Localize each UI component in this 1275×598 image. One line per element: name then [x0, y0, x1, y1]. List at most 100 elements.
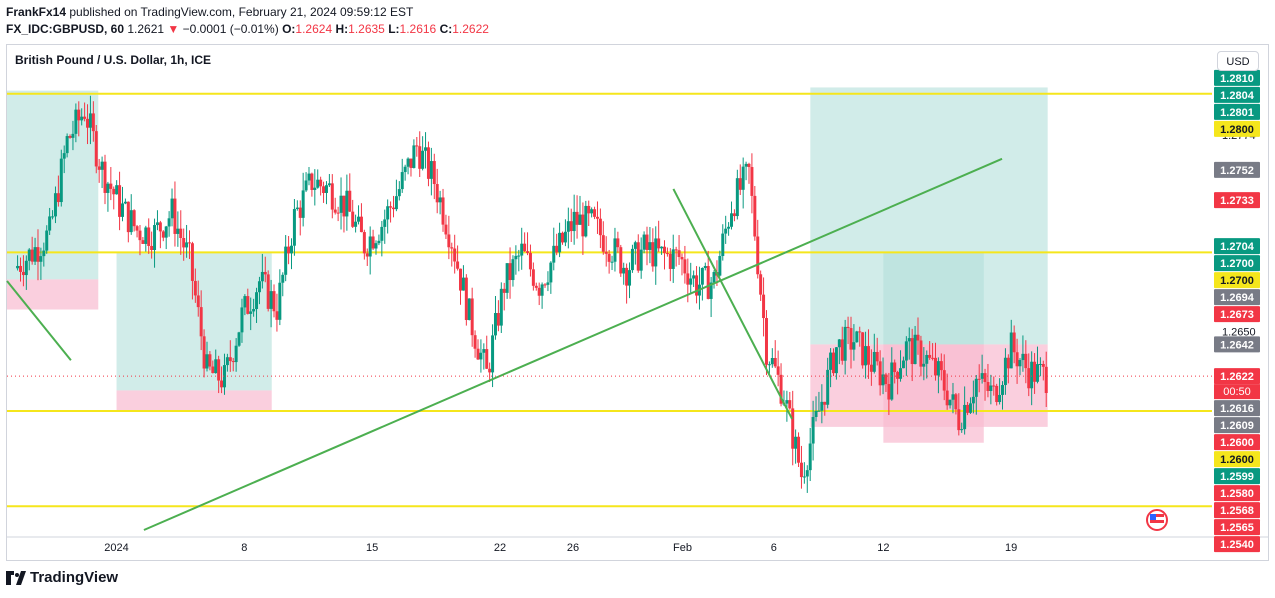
- price-label-bg: [1214, 161, 1260, 178]
- target-zone: [7, 90, 99, 280]
- candle-body: [759, 274, 763, 295]
- candle-body: [158, 222, 162, 232]
- candle-body: [849, 328, 853, 350]
- candle-body: [797, 436, 801, 463]
- candle-body: [566, 221, 570, 232]
- candle-body: [660, 246, 664, 249]
- candle-body: [359, 216, 363, 233]
- candle-body: [572, 211, 576, 232]
- candle-body: [324, 185, 328, 193]
- candle-body: [266, 274, 270, 309]
- price-label-bg: [1214, 536, 1260, 553]
- candle-body: [595, 216, 599, 219]
- chart-pane[interactable]: [6, 44, 1269, 561]
- candle-body: [832, 352, 836, 374]
- candle-body: [496, 313, 500, 326]
- candle-body: [185, 242, 189, 248]
- high-label: H:: [335, 22, 349, 36]
- candle-body: [689, 278, 693, 285]
- candle-body: [878, 361, 882, 386]
- candle-body: [418, 146, 422, 169]
- candle-body: [995, 385, 999, 403]
- candle-body: [120, 203, 124, 217]
- price-label-text: 1.2565: [1220, 522, 1254, 534]
- candle-body: [916, 334, 920, 341]
- candle-body: [27, 249, 31, 261]
- candle-body: [887, 384, 891, 400]
- candle-body: [657, 238, 661, 249]
- stop-zone: [7, 279, 99, 310]
- stop-zone: [116, 390, 272, 412]
- candle-body: [129, 210, 133, 233]
- price-label-text: 1.2733: [1220, 195, 1254, 207]
- candle-body: [447, 234, 451, 248]
- candle-body: [820, 401, 824, 411]
- candle-body: [695, 275, 699, 296]
- candle-body: [126, 201, 130, 233]
- candle-body: [1030, 361, 1034, 389]
- candle-body: [1035, 364, 1039, 382]
- candle-body: [517, 255, 521, 257]
- candle-body: [957, 409, 961, 431]
- candle-body: [724, 228, 728, 234]
- candle-body: [482, 349, 486, 353]
- price-label-text: 1.2801: [1220, 107, 1254, 119]
- candle-body: [587, 205, 591, 214]
- candle-body: [543, 284, 547, 286]
- candle-body: [225, 357, 229, 366]
- price-label: 1.2609: [1214, 417, 1260, 434]
- candle-body: [505, 263, 509, 293]
- close-value: 1.2622: [452, 22, 489, 36]
- candle-body: [756, 236, 760, 275]
- candle-body: [514, 255, 518, 260]
- candle-body: [322, 186, 326, 193]
- candle-body: [450, 247, 454, 249]
- candle-body: [919, 340, 923, 367]
- price-label-bg: [1214, 272, 1260, 289]
- candle-body: [741, 166, 745, 190]
- candle-body: [147, 227, 151, 246]
- candle-body: [429, 161, 433, 179]
- candle-body: [569, 221, 573, 232]
- candle-body: [342, 195, 346, 217]
- candle-body: [531, 269, 535, 286]
- candle-body: [83, 116, 87, 119]
- price-label-bg: [1214, 519, 1260, 536]
- candle-body: [677, 250, 681, 257]
- candle-body: [1003, 357, 1007, 386]
- candle-body: [1027, 368, 1031, 389]
- price-label: 1.2580: [1214, 485, 1260, 502]
- candle-body: [18, 265, 22, 272]
- price-label: 1.2801: [1214, 103, 1260, 120]
- candle-body: [834, 347, 838, 374]
- currency-button[interactable]: USD: [1217, 51, 1259, 71]
- trendline: [6, 280, 72, 361]
- candle-body: [502, 288, 506, 293]
- candle-body: [928, 354, 932, 358]
- candle-body: [1012, 332, 1016, 353]
- price-label-text: 1.2800: [1220, 124, 1254, 136]
- candle-body: [135, 226, 139, 231]
- x-tick-label: 26: [567, 542, 579, 554]
- candle-body: [963, 404, 967, 430]
- candle-body: [336, 212, 340, 214]
- candle-body: [893, 362, 897, 373]
- candle-body: [71, 133, 75, 138]
- candle-body: [123, 201, 127, 204]
- candle-body: [732, 213, 736, 217]
- candle-body: [931, 357, 935, 359]
- candle-body: [252, 309, 256, 312]
- candle-body: [613, 238, 617, 262]
- candle-body: [173, 198, 177, 234]
- candle-body: [424, 147, 428, 151]
- candle-body: [520, 243, 524, 256]
- price-label: 1.2600: [1214, 434, 1260, 451]
- footer: TradingView: [6, 569, 118, 586]
- candle-body: [1009, 332, 1013, 369]
- candle-body: [237, 332, 241, 346]
- candle-body: [864, 346, 868, 366]
- price-label-bg: [1214, 468, 1260, 485]
- candle-body: [558, 232, 562, 253]
- candle-body: [211, 366, 215, 374]
